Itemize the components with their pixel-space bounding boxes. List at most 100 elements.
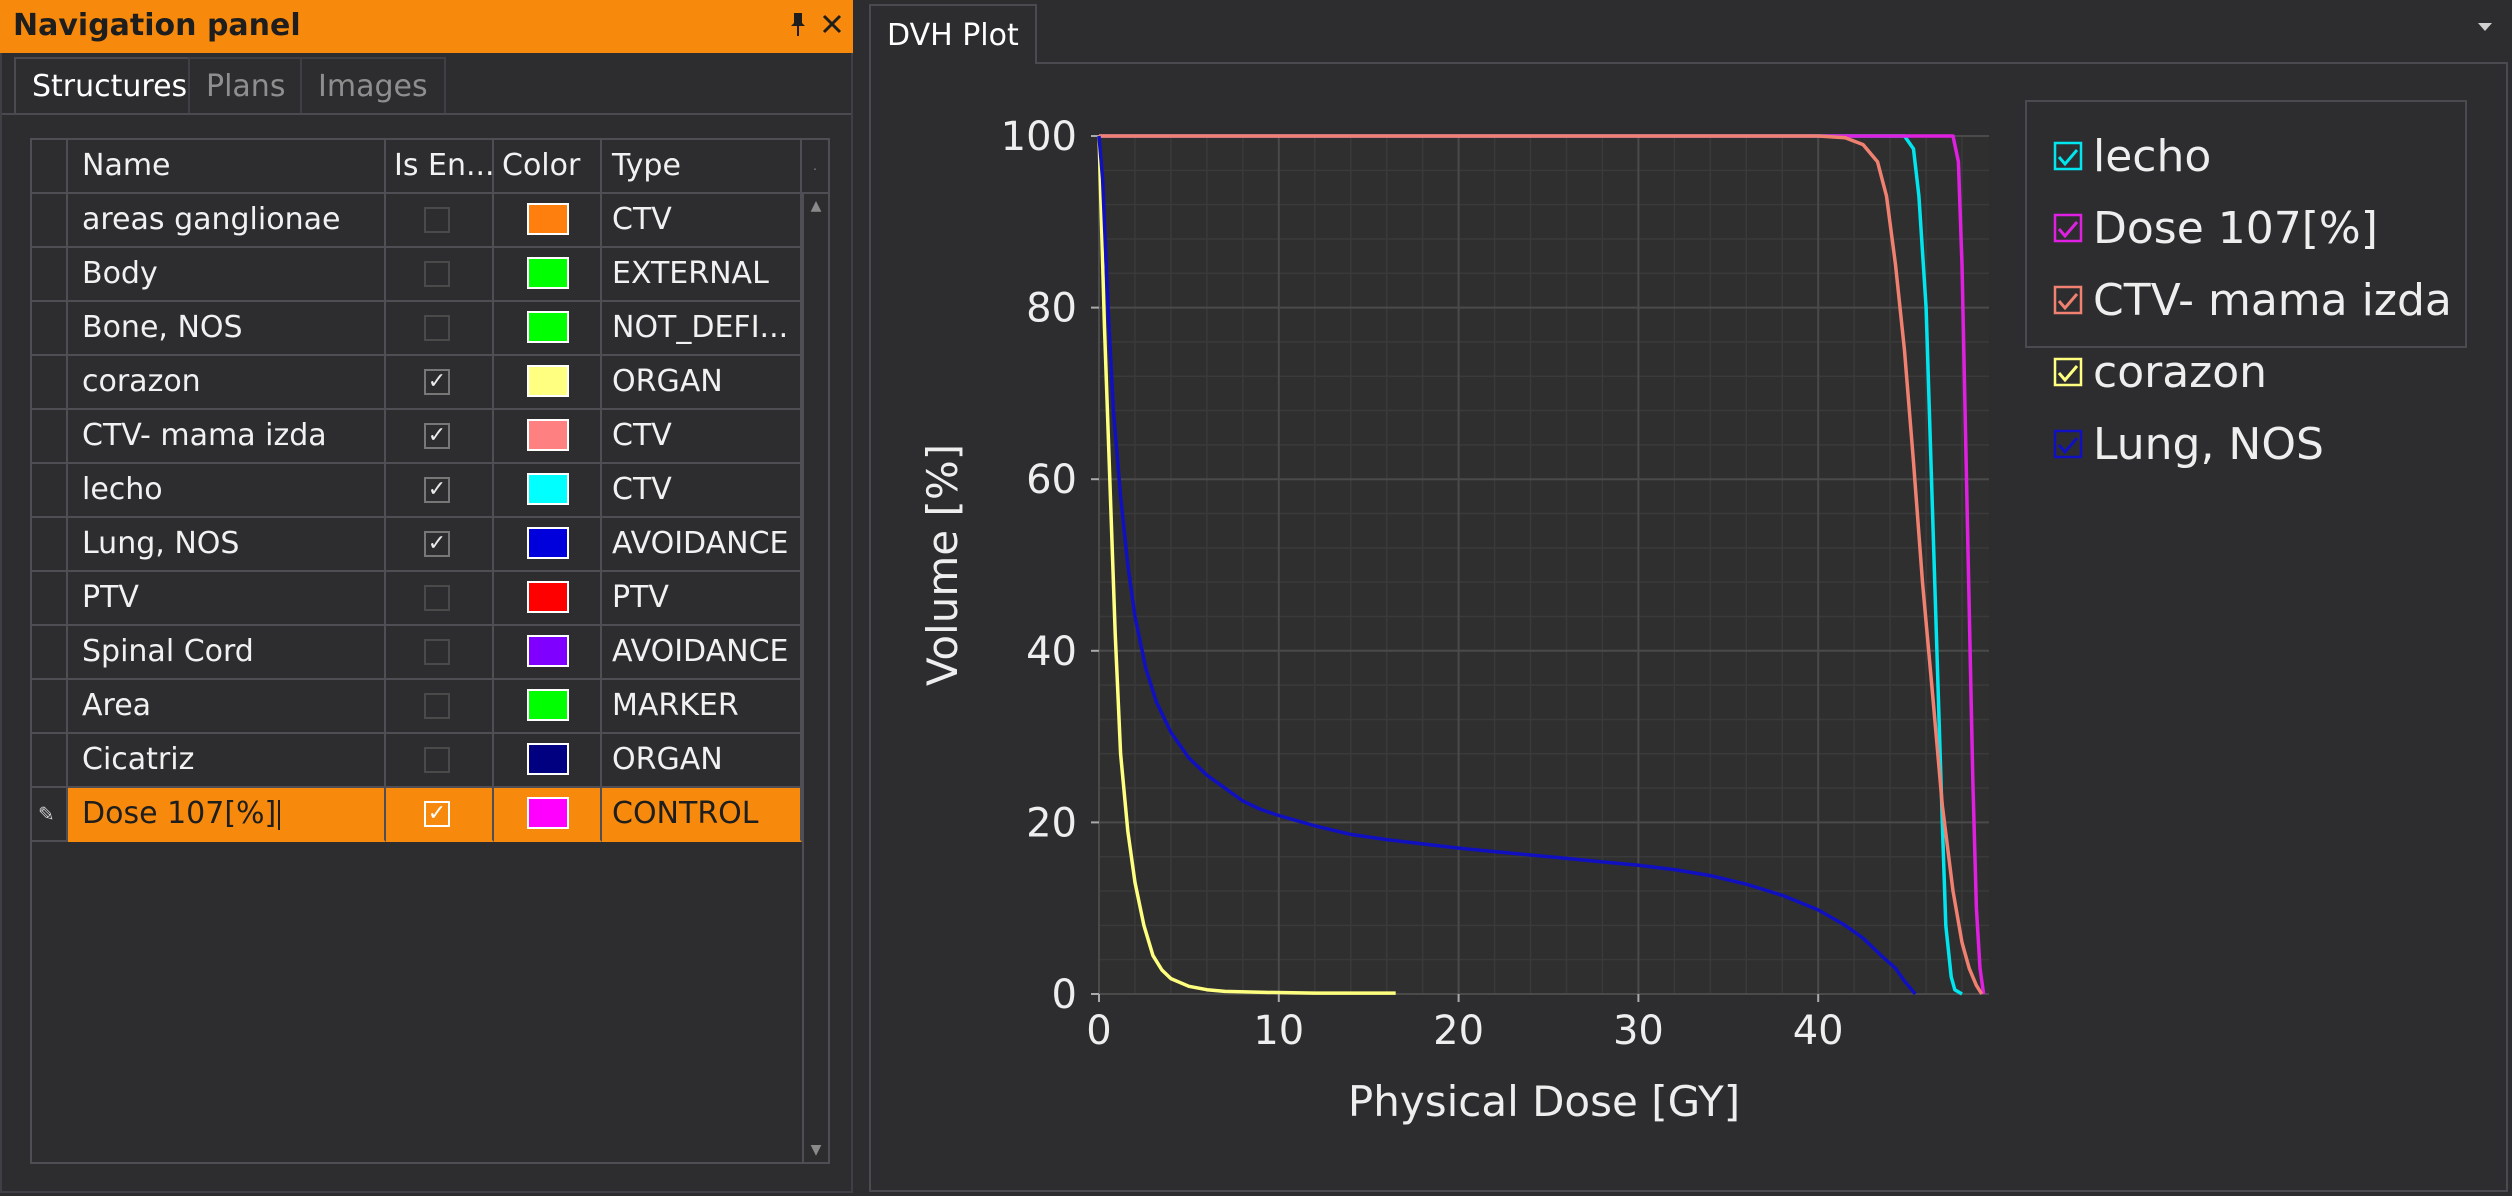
table-row[interactable]: areas ganglionae CTV <box>32 194 828 248</box>
table-row[interactable]: Bone, NOS NOT_DEFI... <box>32 302 828 356</box>
color-swatch[interactable] <box>527 527 569 559</box>
enabled-checkbox[interactable]: ✓ <box>424 477 450 503</box>
enabled-cell[interactable] <box>386 302 494 356</box>
enabled-checkbox[interactable] <box>424 639 450 665</box>
color-cell[interactable] <box>494 410 602 464</box>
structure-name-cell[interactable]: lecho <box>68 464 386 518</box>
structure-type[interactable]: CTV <box>602 194 802 248</box>
legend-checkbox[interactable] <box>2053 285 2083 315</box>
row-indicator[interactable] <box>32 302 68 356</box>
structure-name-cell[interactable]: corazon <box>68 356 386 410</box>
structure-name-cell[interactable]: Body <box>68 248 386 302</box>
structure-name-cell[interactable]: Area <box>68 680 386 734</box>
enabled-checkbox[interactable]: ✓ <box>424 423 450 449</box>
structure-name-cell[interactable]: Bone, NOS <box>68 302 386 356</box>
structure-name-cell[interactable]: CTV- mama izda <box>68 410 386 464</box>
row-indicator[interactable] <box>32 518 68 572</box>
column-header-extra[interactable]: . <box>802 140 828 194</box>
table-row[interactable]: ✎ Dose 107[%] ✓ CONTROL <box>32 788 828 842</box>
table-row[interactable]: lecho ✓ CTV <box>32 464 828 518</box>
color-swatch[interactable] <box>527 797 569 829</box>
row-indicator[interactable] <box>32 356 68 410</box>
scroll-down-icon[interactable]: ▼ <box>810 1142 822 1158</box>
table-row[interactable]: corazon ✓ ORGAN <box>32 356 828 410</box>
color-cell[interactable] <box>494 680 602 734</box>
enabled-cell[interactable] <box>386 572 494 626</box>
color-cell[interactable] <box>494 572 602 626</box>
enabled-checkbox[interactable] <box>424 207 450 233</box>
color-cell[interactable] <box>494 734 602 788</box>
structure-name-cell[interactable]: areas ganglionae <box>68 194 386 248</box>
enabled-checkbox[interactable] <box>424 747 450 773</box>
color-swatch[interactable] <box>527 473 569 505</box>
row-indicator[interactable] <box>32 626 68 680</box>
color-swatch[interactable] <box>527 257 569 289</box>
enabled-checkbox[interactable]: ✓ <box>424 369 450 395</box>
scroll-up-icon[interactable]: ▲ <box>810 198 822 214</box>
enabled-cell[interactable] <box>386 194 494 248</box>
color-cell[interactable] <box>494 248 602 302</box>
row-indicator[interactable] <box>32 680 68 734</box>
enabled-checkbox[interactable]: ✓ <box>424 801 450 827</box>
legend-checkbox[interactable] <box>2053 357 2083 387</box>
structure-type[interactable]: ORGAN <box>602 356 802 410</box>
structure-type[interactable]: CONTROL <box>602 788 802 842</box>
structure-name-cell[interactable]: Lung, NOS <box>68 518 386 572</box>
row-indicator[interactable] <box>32 410 68 464</box>
panel-splitter[interactable] <box>857 0 867 1196</box>
structure-type[interactable]: PTV <box>602 572 802 626</box>
table-row[interactable]: Lung, NOS ✓ AVOIDANCE <box>32 518 828 572</box>
structure-type[interactable]: AVOIDANCE <box>602 518 802 572</box>
color-cell[interactable] <box>494 194 602 248</box>
enabled-cell[interactable]: ✓ <box>386 518 494 572</box>
row-indicator[interactable] <box>32 194 68 248</box>
structure-name-cell[interactable]: Spinal Cord <box>68 626 386 680</box>
column-header-type[interactable]: Type <box>602 140 802 194</box>
row-indicator[interactable] <box>32 734 68 788</box>
table-row[interactable]: Spinal Cord AVOIDANCE <box>32 626 828 680</box>
enabled-cell[interactable] <box>386 248 494 302</box>
enabled-checkbox[interactable] <box>424 261 450 287</box>
enabled-cell[interactable] <box>386 680 494 734</box>
color-swatch[interactable] <box>527 635 569 667</box>
structure-name-cell[interactable]: Dose 107[%] <box>68 788 386 842</box>
color-cell[interactable] <box>494 518 602 572</box>
chevron-down-icon[interactable] <box>2476 14 2494 39</box>
column-header-name[interactable]: Name <box>68 140 386 194</box>
structure-type[interactable]: CTV <box>602 410 802 464</box>
table-row[interactable]: Cicatriz ORGAN <box>32 734 828 788</box>
tab-images[interactable]: Images <box>300 57 446 113</box>
enabled-cell[interactable] <box>386 626 494 680</box>
color-cell[interactable] <box>494 302 602 356</box>
row-indicator[interactable] <box>32 248 68 302</box>
color-cell[interactable] <box>494 464 602 518</box>
table-row[interactable]: Area MARKER <box>32 680 828 734</box>
enabled-checkbox[interactable] <box>424 315 450 341</box>
legend-checkbox[interactable] <box>2053 213 2083 243</box>
structure-type[interactable]: AVOIDANCE <box>602 626 802 680</box>
enabled-cell[interactable]: ✓ <box>386 788 494 842</box>
legend-checkbox[interactable] <box>2053 141 2083 171</box>
color-swatch[interactable] <box>527 689 569 721</box>
color-swatch[interactable] <box>527 743 569 775</box>
enabled-checkbox[interactable]: ✓ <box>424 531 450 557</box>
table-row[interactable]: Body EXTERNAL <box>32 248 828 302</box>
pin-icon[interactable] <box>788 10 808 43</box>
enabled-cell[interactable]: ✓ <box>386 410 494 464</box>
row-indicator[interactable] <box>32 572 68 626</box>
color-swatch[interactable] <box>527 419 569 451</box>
enabled-cell[interactable]: ✓ <box>386 464 494 518</box>
tab-dvh-plot[interactable]: DVH Plot <box>869 4 1037 64</box>
row-indicator[interactable]: ✎ <box>32 788 68 842</box>
enabled-checkbox[interactable] <box>424 693 450 719</box>
color-swatch[interactable] <box>527 365 569 397</box>
dvh-chart[interactable]: 0 10 20 30 40 0 20 40 60 80 100 Physical Dose [GY] V… <box>871 64 2506 1190</box>
enabled-checkbox[interactable] <box>424 585 450 611</box>
color-swatch[interactable] <box>527 581 569 613</box>
color-swatch[interactable] <box>527 203 569 235</box>
enabled-cell[interactable]: ✓ <box>386 356 494 410</box>
structure-type[interactable]: NOT_DEFI... <box>602 302 802 356</box>
color-cell[interactable] <box>494 626 602 680</box>
table-row[interactable]: CTV- mama izda ✓ CTV <box>32 410 828 464</box>
structure-type[interactable]: EXTERNAL <box>602 248 802 302</box>
